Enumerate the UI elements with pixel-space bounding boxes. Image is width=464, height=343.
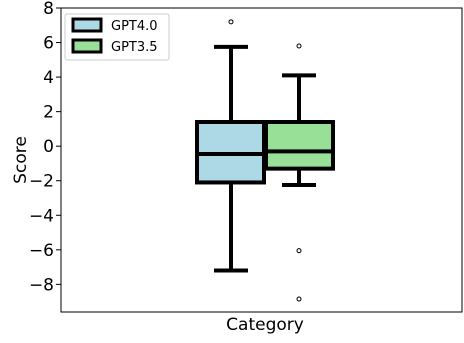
y-tick-label: −2 <box>29 172 54 192</box>
y-tick-label: 0 <box>43 137 54 157</box>
outlier-point <box>296 296 302 302</box>
y-tick-label: 4 <box>43 68 54 88</box>
legend: GPT4.0 GPT3.5 <box>64 13 170 61</box>
axes-layer: −8 −6 −4 −2 0 2 4 6 8 <box>29 0 463 313</box>
y-tick-label: 8 <box>43 0 54 19</box>
box-1 <box>264 43 335 302</box>
y-tick-label: −4 <box>29 206 54 226</box>
y-tick-label: −6 <box>29 241 54 261</box>
outlier-point <box>228 19 234 25</box>
y-tick-label: 6 <box>43 34 54 54</box>
box-iqr <box>264 120 335 171</box>
legend-label-gpt40: GPT4.0 <box>111 19 158 34</box>
legend-swatch-gpt40 <box>71 17 103 33</box>
plot-frame <box>60 7 463 313</box>
legend-swatch-gpt35 <box>71 38 103 54</box>
box-0 <box>195 19 266 273</box>
boxes-layer <box>195 19 335 302</box>
legend-label-gpt35: GPT3.5 <box>111 40 158 55</box>
y-axis-label: Score <box>11 136 31 184</box>
outlier-point <box>296 43 302 49</box>
y-tick-label: 2 <box>43 103 54 123</box>
y-tick-label: −8 <box>29 275 54 295</box>
outlier-point <box>296 248 302 254</box>
x-axis-label: Category <box>226 315 304 335</box>
